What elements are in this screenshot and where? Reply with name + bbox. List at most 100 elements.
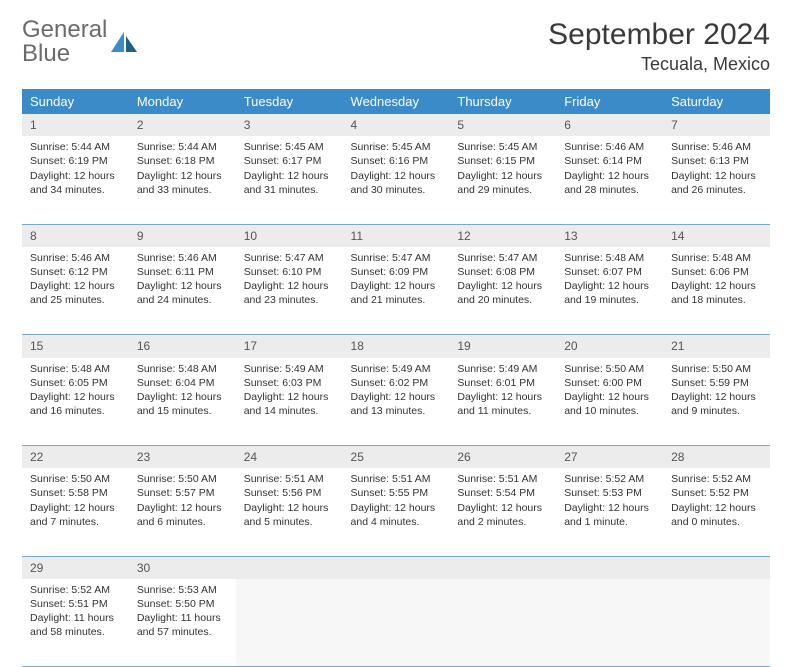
day-details: Sunrise: 5:49 AMSunset: 6:01 PMDaylight:… xyxy=(449,358,556,425)
day-cell: Sunrise: 5:44 AMSunset: 6:18 PMDaylight:… xyxy=(129,136,236,224)
sunset-line: Sunset: 5:52 PM xyxy=(671,486,762,500)
daylight-line: Daylight: 12 hours and 29 minutes. xyxy=(457,169,548,197)
weekday-header: Monday xyxy=(129,89,236,114)
day-cell: Sunrise: 5:45 AMSunset: 6:16 PMDaylight:… xyxy=(343,136,450,224)
sunrise-line: Sunrise: 5:50 AM xyxy=(671,362,762,376)
weekday-header: Wednesday xyxy=(343,89,450,114)
day-cell: Sunrise: 5:46 AMSunset: 6:13 PMDaylight:… xyxy=(663,136,770,224)
day-cell: Sunrise: 5:49 AMSunset: 6:02 PMDaylight:… xyxy=(343,358,450,446)
sunrise-line: Sunrise: 5:48 AM xyxy=(671,251,762,265)
sunset-line: Sunset: 6:16 PM xyxy=(351,154,442,168)
day-number: 28 xyxy=(663,446,770,469)
day-details: Sunrise: 5:50 AMSunset: 6:00 PMDaylight:… xyxy=(556,358,663,425)
day-details: Sunrise: 5:47 AMSunset: 6:10 PMDaylight:… xyxy=(236,247,343,314)
day-number: 19 xyxy=(449,335,556,358)
logo-text: General Blue xyxy=(22,18,107,66)
day-number: 2 xyxy=(129,114,236,136)
sunrise-line: Sunrise: 5:44 AM xyxy=(30,140,121,154)
day-cell: Sunrise: 5:49 AMSunset: 6:03 PMDaylight:… xyxy=(236,358,343,446)
sunset-line: Sunset: 6:10 PM xyxy=(244,265,335,279)
sunset-line: Sunset: 5:58 PM xyxy=(30,486,121,500)
sunrise-line: Sunrise: 5:48 AM xyxy=(137,362,228,376)
day-number xyxy=(236,556,343,579)
day-number: 25 xyxy=(343,446,450,469)
day-number: 21 xyxy=(663,335,770,358)
sunset-line: Sunset: 6:06 PM xyxy=(671,265,762,279)
day-content-row: Sunrise: 5:48 AMSunset: 6:05 PMDaylight:… xyxy=(22,358,770,446)
daylight-line: Daylight: 12 hours and 19 minutes. xyxy=(564,279,655,307)
daylight-line: Daylight: 12 hours and 33 minutes. xyxy=(137,169,228,197)
day-number: 18 xyxy=(343,335,450,358)
day-cell xyxy=(449,579,556,667)
daylight-line: Daylight: 12 hours and 34 minutes. xyxy=(30,169,121,197)
day-cell: Sunrise: 5:48 AMSunset: 6:05 PMDaylight:… xyxy=(22,358,129,446)
day-number: 4 xyxy=(343,114,450,136)
sunset-line: Sunset: 6:11 PM xyxy=(137,265,228,279)
day-details: Sunrise: 5:44 AMSunset: 6:18 PMDaylight:… xyxy=(129,136,236,203)
daylight-line: Daylight: 12 hours and 5 minutes. xyxy=(244,501,335,529)
day-cell: Sunrise: 5:46 AMSunset: 6:11 PMDaylight:… xyxy=(129,247,236,335)
sunset-line: Sunset: 6:13 PM xyxy=(671,154,762,168)
title-block: September 2024 Tecuala, Mexico xyxy=(548,18,770,75)
sunrise-line: Sunrise: 5:46 AM xyxy=(671,140,762,154)
day-cell: Sunrise: 5:51 AMSunset: 5:54 PMDaylight:… xyxy=(449,468,556,556)
day-details: Sunrise: 5:45 AMSunset: 6:16 PMDaylight:… xyxy=(343,136,450,203)
day-cell xyxy=(236,579,343,667)
sunrise-line: Sunrise: 5:50 AM xyxy=(137,472,228,486)
weekday-header-row: SundayMondayTuesdayWednesdayThursdayFrid… xyxy=(22,89,770,114)
day-number: 9 xyxy=(129,224,236,247)
day-details: Sunrise: 5:52 AMSunset: 5:52 PMDaylight:… xyxy=(663,468,770,535)
day-content-row: Sunrise: 5:46 AMSunset: 6:12 PMDaylight:… xyxy=(22,247,770,335)
calendar-table: SundayMondayTuesdayWednesdayThursdayFrid… xyxy=(22,89,770,667)
daylight-line: Daylight: 12 hours and 2 minutes. xyxy=(457,501,548,529)
day-number: 3 xyxy=(236,114,343,136)
day-number: 20 xyxy=(556,335,663,358)
location: Tecuala, Mexico xyxy=(548,54,770,75)
sunset-line: Sunset: 5:57 PM xyxy=(137,486,228,500)
daylight-line: Daylight: 12 hours and 24 minutes. xyxy=(137,279,228,307)
day-number: 10 xyxy=(236,224,343,247)
weekday-header: Thursday xyxy=(449,89,556,114)
page-header: General Blue September 2024 Tecuala, Mex… xyxy=(22,18,770,75)
weekday-header: Saturday xyxy=(663,89,770,114)
daylight-line: Daylight: 12 hours and 6 minutes. xyxy=(137,501,228,529)
calendar-body: 1234567Sunrise: 5:44 AMSunset: 6:19 PMDa… xyxy=(22,114,770,667)
weekday-header: Friday xyxy=(556,89,663,114)
day-details: Sunrise: 5:51 AMSunset: 5:54 PMDaylight:… xyxy=(449,468,556,535)
day-details: Sunrise: 5:53 AMSunset: 5:50 PMDaylight:… xyxy=(129,579,236,646)
day-details: Sunrise: 5:50 AMSunset: 5:57 PMDaylight:… xyxy=(129,468,236,535)
day-details: Sunrise: 5:50 AMSunset: 5:59 PMDaylight:… xyxy=(663,358,770,425)
day-cell: Sunrise: 5:51 AMSunset: 5:55 PMDaylight:… xyxy=(343,468,450,556)
day-details: Sunrise: 5:46 AMSunset: 6:13 PMDaylight:… xyxy=(663,136,770,203)
sunset-line: Sunset: 6:04 PM xyxy=(137,376,228,390)
sunrise-line: Sunrise: 5:52 AM xyxy=(30,583,121,597)
day-details: Sunrise: 5:45 AMSunset: 6:15 PMDaylight:… xyxy=(449,136,556,203)
day-details: Sunrise: 5:52 AMSunset: 5:51 PMDaylight:… xyxy=(22,579,129,646)
day-cell: Sunrise: 5:53 AMSunset: 5:50 PMDaylight:… xyxy=(129,579,236,667)
day-details: Sunrise: 5:48 AMSunset: 6:06 PMDaylight:… xyxy=(663,247,770,314)
sunset-line: Sunset: 6:09 PM xyxy=(351,265,442,279)
daylight-line: Daylight: 12 hours and 1 minute. xyxy=(564,501,655,529)
day-number: 24 xyxy=(236,446,343,469)
day-number: 7 xyxy=(663,114,770,136)
sunrise-line: Sunrise: 5:45 AM xyxy=(351,140,442,154)
day-cell: Sunrise: 5:48 AMSunset: 6:06 PMDaylight:… xyxy=(663,247,770,335)
sunrise-line: Sunrise: 5:49 AM xyxy=(244,362,335,376)
sunrise-line: Sunrise: 5:44 AM xyxy=(137,140,228,154)
day-number: 6 xyxy=(556,114,663,136)
day-details: Sunrise: 5:46 AMSunset: 6:14 PMDaylight:… xyxy=(556,136,663,203)
sunrise-line: Sunrise: 5:47 AM xyxy=(457,251,548,265)
day-details: Sunrise: 5:48 AMSunset: 6:04 PMDaylight:… xyxy=(129,358,236,425)
day-cell: Sunrise: 5:47 AMSunset: 6:10 PMDaylight:… xyxy=(236,247,343,335)
sunset-line: Sunset: 5:56 PM xyxy=(244,486,335,500)
sunrise-line: Sunrise: 5:51 AM xyxy=(457,472,548,486)
day-cell: Sunrise: 5:45 AMSunset: 6:15 PMDaylight:… xyxy=(449,136,556,224)
sunrise-line: Sunrise: 5:46 AM xyxy=(137,251,228,265)
sunset-line: Sunset: 6:01 PM xyxy=(457,376,548,390)
sunset-line: Sunset: 6:02 PM xyxy=(351,376,442,390)
sunrise-line: Sunrise: 5:48 AM xyxy=(564,251,655,265)
day-number: 13 xyxy=(556,224,663,247)
logo-word-general: General xyxy=(22,16,107,43)
day-cell: Sunrise: 5:48 AMSunset: 6:07 PMDaylight:… xyxy=(556,247,663,335)
month-title: September 2024 xyxy=(548,18,770,52)
